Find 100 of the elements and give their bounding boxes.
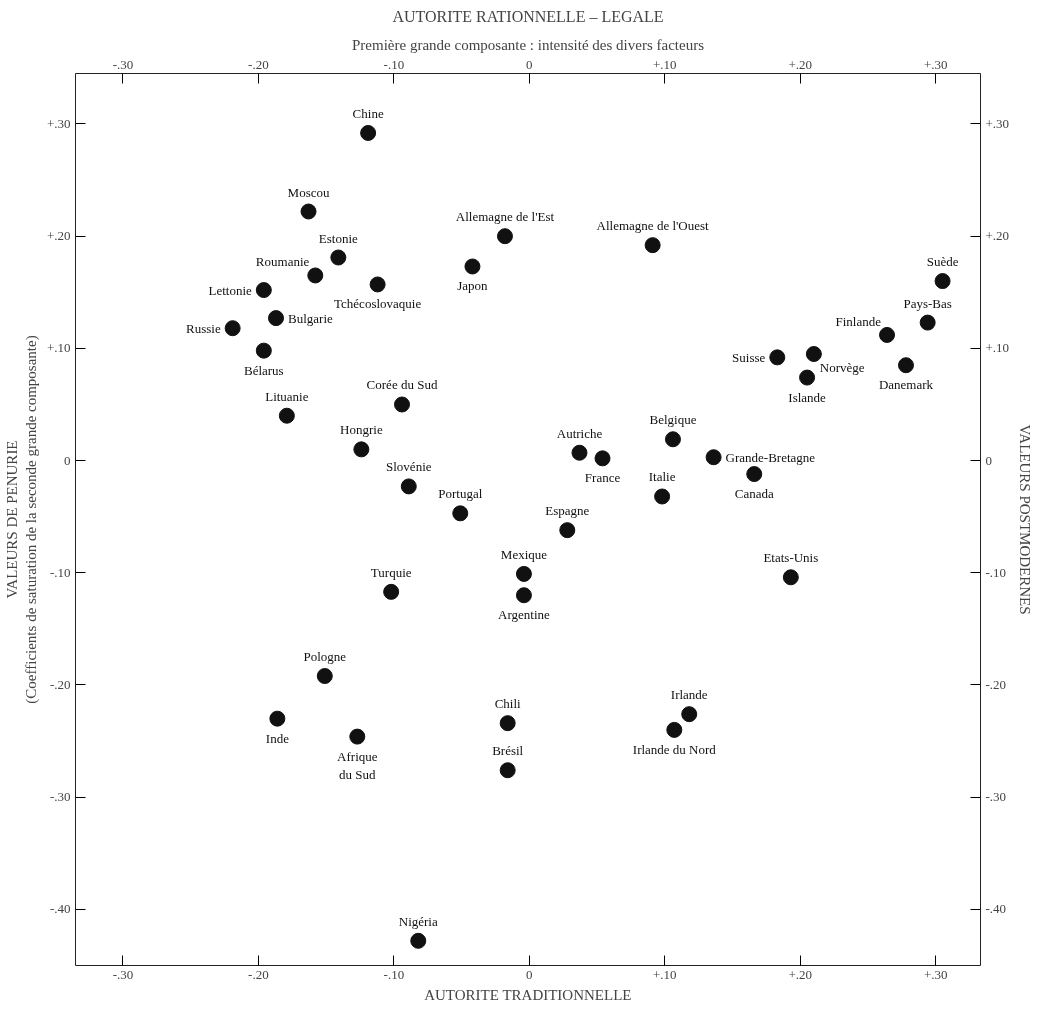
point bbox=[746, 466, 763, 483]
annotation: Grande-Bretagne bbox=[725, 449, 816, 465]
x-tick-label: +.30 bbox=[924, 966, 948, 982]
annotation: Allemagne de l'Est bbox=[455, 209, 555, 225]
y-tick-label: -.40 bbox=[49, 901, 71, 917]
x2-tick-label: 0 bbox=[526, 56, 533, 72]
y2-tick-label: -.40 bbox=[985, 901, 1007, 917]
x-tick-label: +.20 bbox=[788, 966, 813, 982]
point bbox=[349, 728, 366, 745]
y-tick-label: -.20 bbox=[49, 677, 71, 692]
point bbox=[464, 258, 481, 275]
x-tick-label: -.20 bbox=[248, 966, 269, 982]
point bbox=[369, 276, 386, 293]
y2-tick-label: -.10 bbox=[985, 564, 1007, 580]
point bbox=[681, 706, 698, 723]
point bbox=[269, 710, 286, 727]
x-tick-label: -.10 bbox=[383, 966, 405, 982]
chart-title: AUTORITE RATIONNELLE – LEGALE bbox=[392, 7, 664, 25]
point bbox=[353, 441, 370, 458]
annotation: Suisse bbox=[732, 349, 766, 365]
point bbox=[400, 478, 417, 495]
y-tick-label: 0 bbox=[64, 452, 71, 468]
annotation: Portugal bbox=[438, 486, 483, 502]
point bbox=[664, 431, 681, 448]
point bbox=[879, 326, 896, 343]
point bbox=[410, 932, 427, 949]
annotation: Slovénie bbox=[386, 459, 432, 475]
annotation: Autriche bbox=[556, 425, 603, 441]
y-tick-label: -.30 bbox=[49, 789, 71, 805]
point bbox=[278, 407, 295, 424]
y-tick-label: +.10 bbox=[46, 340, 71, 356]
annotation: Turquie bbox=[370, 564, 412, 580]
annotation: Irlande du Nord bbox=[632, 741, 717, 757]
x-tick-label: 0 bbox=[526, 966, 533, 982]
annotation: Hongrie bbox=[340, 422, 383, 438]
x-tick-label: -.30 bbox=[112, 966, 134, 982]
annotation: Bélarus bbox=[243, 362, 284, 378]
point bbox=[644, 237, 661, 254]
x2-tick-label: -.30 bbox=[112, 56, 134, 72]
annotation: Afrique du Sud bbox=[337, 748, 378, 782]
point bbox=[769, 349, 786, 366]
annotation: Pologne bbox=[303, 649, 347, 665]
point bbox=[383, 583, 400, 600]
y2-tick-label: +.20 bbox=[985, 228, 1010, 244]
point bbox=[452, 505, 469, 522]
annotation: Nigéria bbox=[398, 913, 438, 929]
point bbox=[934, 273, 951, 290]
annotation: Tchécoslovaquie bbox=[334, 296, 422, 312]
x-tick-label: +.10 bbox=[653, 966, 677, 982]
point bbox=[496, 228, 513, 245]
point bbox=[515, 565, 532, 582]
annotation: Russie bbox=[185, 320, 221, 336]
annotation: Roumanie bbox=[255, 254, 310, 270]
y2-tick-label: 0 bbox=[985, 452, 992, 468]
annotation: Chine bbox=[352, 105, 384, 121]
y2-axis-title: VALEURS POSTMODERNES bbox=[1017, 424, 1034, 615]
annotation: Chili bbox=[494, 696, 522, 712]
point bbox=[666, 721, 683, 738]
annotation: Norvège bbox=[819, 360, 865, 375]
y2-tick-label: -.30 bbox=[985, 789, 1007, 805]
annotation: Islande bbox=[788, 389, 827, 405]
point bbox=[499, 715, 516, 732]
x2-tick-label: +.20 bbox=[788, 56, 813, 72]
annotation: Corée du Sud bbox=[366, 377, 438, 393]
annotation: France bbox=[584, 470, 621, 486]
x2-tick-label: +.30 bbox=[924, 56, 948, 72]
y-axis-title: VALEURS DE PENURIE (Coefficients de saturation de la seconde grande composante) bbox=[3, 335, 40, 704]
annotation: Irlande bbox=[670, 687, 708, 703]
annotation: Italie bbox=[648, 469, 676, 485]
annotation: Allemagne de l'Ouest bbox=[596, 218, 710, 234]
point bbox=[515, 587, 532, 604]
annotation: Pays-Bas bbox=[903, 295, 952, 311]
y2-tick-label: +.10 bbox=[985, 340, 1010, 356]
point bbox=[654, 488, 671, 505]
y2-tick-label: +.30 bbox=[985, 115, 1010, 131]
point bbox=[255, 342, 272, 359]
point bbox=[360, 124, 377, 141]
point bbox=[805, 346, 822, 362]
x2-tick-label: +.10 bbox=[653, 56, 677, 72]
point bbox=[330, 249, 347, 266]
point bbox=[499, 762, 516, 779]
x2-tick-label: -.10 bbox=[383, 56, 405, 72]
annotation: Japon bbox=[457, 278, 489, 294]
x-axis-title: AUTORITE TRADITIONNELLE bbox=[424, 986, 632, 1003]
annotation: Argentine bbox=[498, 607, 551, 623]
point bbox=[255, 282, 272, 299]
point bbox=[316, 668, 333, 685]
point bbox=[300, 203, 317, 220]
annotation: Inde bbox=[265, 730, 290, 746]
y-tick-label: -.10 bbox=[49, 564, 71, 580]
annotation: Etats-Unis bbox=[763, 550, 819, 566]
point bbox=[268, 310, 285, 327]
annotation: Estonie bbox=[318, 230, 359, 246]
annotation: Suède bbox=[926, 254, 959, 270]
point bbox=[782, 569, 799, 586]
point bbox=[919, 314, 936, 331]
annotation: Belgique bbox=[649, 412, 697, 428]
annotation: Lituanie bbox=[265, 388, 309, 404]
point bbox=[394, 396, 410, 413]
annotation: Lettonie bbox=[208, 282, 253, 298]
